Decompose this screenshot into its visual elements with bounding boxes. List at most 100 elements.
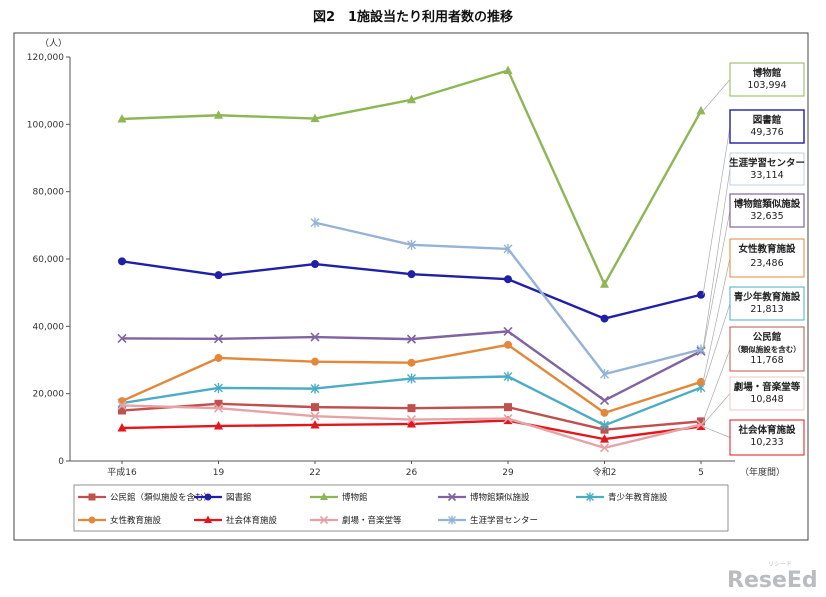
data-point bbox=[214, 420, 223, 430]
callout-line: 公民館 bbox=[753, 331, 782, 343]
callout-line: 23,486 bbox=[750, 258, 783, 269]
callout-line: 劇場・音楽堂等 bbox=[733, 381, 801, 393]
data-point bbox=[600, 314, 609, 323]
data-point bbox=[311, 260, 319, 269]
legend-label: 図書館 bbox=[226, 492, 252, 503]
x-tick-label: 29 bbox=[502, 468, 514, 478]
data-point bbox=[310, 411, 320, 421]
callout-box bbox=[729, 193, 805, 228]
callout-line: 103,994 bbox=[747, 80, 786, 91]
x-tick-label: 5 bbox=[698, 468, 704, 478]
callout-line: 社会体育施設 bbox=[737, 424, 796, 436]
legend-label: 青少年教育施設 bbox=[608, 492, 668, 503]
y-tick-label: 80,000 bbox=[33, 188, 65, 198]
legend-label: 博物館類似施設 bbox=[470, 492, 530, 503]
data-point bbox=[213, 334, 224, 344]
legend-marker bbox=[320, 492, 328, 500]
callout-line: 21,813 bbox=[750, 304, 783, 315]
legend-item-1: 図書館 bbox=[194, 492, 252, 503]
series-layer bbox=[117, 65, 706, 453]
legend-item-2: 博物館 bbox=[310, 492, 368, 503]
data-point bbox=[504, 340, 512, 349]
callout-leader bbox=[702, 126, 731, 295]
legend-marker bbox=[88, 493, 96, 501]
legend-item-5: 女性教育施設 bbox=[78, 515, 162, 526]
callout-box bbox=[729, 326, 805, 372]
callout-leader bbox=[702, 210, 731, 352]
data-point bbox=[503, 326, 513, 336]
data-point bbox=[504, 403, 512, 412]
legend-marker bbox=[319, 515, 329, 525]
legend-label: 女性教育施設 bbox=[110, 515, 162, 526]
data-point bbox=[407, 358, 416, 367]
data-point bbox=[311, 403, 319, 412]
data-point bbox=[310, 383, 320, 394]
legend-item-8: 生涯学習センター bbox=[438, 515, 538, 526]
series-3 bbox=[117, 326, 706, 405]
axes: 0 20,000 40,000 60,000 80,000 100,000 120,000 平… bbox=[27, 53, 735, 478]
legend-item-6: 社会体育施設 bbox=[194, 515, 278, 526]
x-tick-label: 令和2 bbox=[593, 466, 617, 478]
series-6 bbox=[117, 415, 706, 443]
data-point bbox=[503, 65, 513, 74]
data-point bbox=[503, 371, 513, 382]
callout-layer: 公民館（類似施設を含む）11,768図書館49,376博物館103,994博物館… bbox=[702, 62, 805, 456]
callout-line: 生涯学習センター bbox=[729, 157, 805, 169]
series-8 bbox=[310, 217, 706, 380]
data-point bbox=[697, 377, 705, 386]
legend-marker bbox=[204, 493, 212, 501]
callout-line: 32,635 bbox=[750, 211, 783, 222]
callout-leader bbox=[702, 426, 731, 438]
data-point bbox=[311, 357, 319, 366]
data-point bbox=[407, 404, 416, 413]
data-point bbox=[407, 270, 416, 279]
callout-line: 10,848 bbox=[750, 394, 783, 405]
data-point bbox=[310, 332, 320, 342]
callout-leader bbox=[702, 257, 731, 383]
y-tick-label: 0 bbox=[58, 457, 64, 467]
data-point bbox=[697, 417, 705, 426]
x-tick-label: 26 bbox=[406, 468, 418, 478]
callout-box bbox=[729, 109, 805, 144]
callout-box bbox=[729, 376, 805, 411]
callout-leader bbox=[702, 79, 731, 112]
data-point bbox=[117, 423, 127, 432]
data-point bbox=[118, 257, 126, 266]
data-point bbox=[214, 399, 223, 408]
data-point bbox=[118, 397, 126, 406]
data-point bbox=[600, 434, 609, 443]
data-point bbox=[407, 373, 416, 384]
data-point bbox=[214, 271, 223, 280]
callout-line: 11,768 bbox=[750, 355, 783, 366]
callout-line: 博物館 bbox=[753, 67, 782, 79]
data-point bbox=[600, 279, 609, 288]
data-point bbox=[600, 408, 609, 417]
data-point bbox=[599, 443, 610, 453]
legend-item-4: 青少年教育施設 bbox=[576, 492, 668, 503]
data-point bbox=[117, 400, 127, 411]
callout-line: （類似施設を含む） bbox=[733, 344, 801, 354]
data-point bbox=[696, 105, 706, 115]
data-point bbox=[406, 334, 417, 344]
legend-marker bbox=[88, 516, 96, 524]
data-point bbox=[503, 414, 513, 424]
y-tick-label: 100,000 bbox=[27, 120, 64, 130]
series-5 bbox=[118, 340, 705, 417]
data-point bbox=[407, 94, 416, 104]
callout-box bbox=[729, 62, 805, 97]
callout-box bbox=[729, 419, 805, 456]
data-point bbox=[504, 275, 512, 284]
legend-item-7: 劇場・音楽堂等 bbox=[310, 515, 402, 526]
chart-title: 図2 1施設当たり利用者数の推移 bbox=[313, 9, 513, 25]
legend-item-3: 博物館類似施設 bbox=[438, 492, 530, 503]
legend-label: 生涯学習センター bbox=[470, 515, 538, 526]
chart-frame bbox=[13, 32, 809, 541]
data-point bbox=[599, 395, 610, 405]
